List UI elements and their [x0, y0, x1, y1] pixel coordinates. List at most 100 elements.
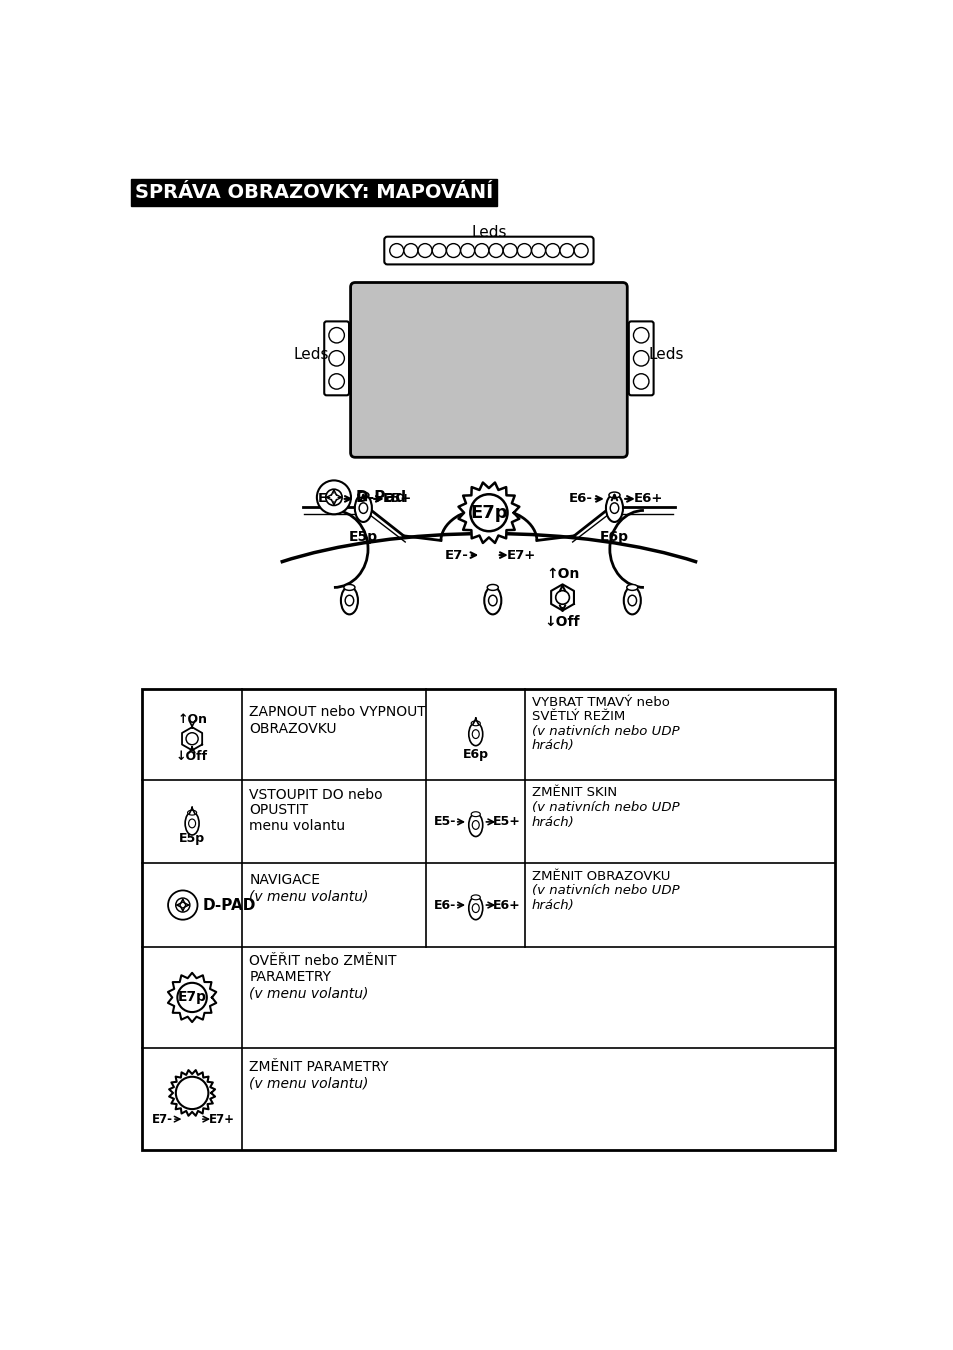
Ellipse shape: [189, 819, 195, 828]
Circle shape: [175, 898, 190, 913]
Text: (v nativních nebo UDP: (v nativních nebo UDP: [531, 801, 679, 814]
Circle shape: [417, 243, 432, 258]
Ellipse shape: [357, 491, 369, 498]
Text: NAVIGACE: NAVIGACE: [249, 872, 320, 887]
Circle shape: [460, 243, 475, 258]
Circle shape: [403, 243, 417, 258]
Text: E5-: E5-: [433, 815, 456, 829]
Text: Leds: Leds: [294, 347, 329, 362]
Text: VSTOUPIT DO nebo: VSTOUPIT DO nebo: [249, 788, 383, 802]
Ellipse shape: [345, 595, 354, 606]
Circle shape: [316, 481, 351, 514]
Text: ZMĚNIT SKIN: ZMĚNIT SKIN: [531, 787, 616, 799]
Text: ↑On: ↑On: [545, 567, 578, 582]
Ellipse shape: [355, 494, 372, 522]
Text: E5-: E5-: [317, 493, 341, 505]
Ellipse shape: [343, 585, 355, 590]
Text: OPUSTIT: OPUSTIT: [249, 803, 308, 817]
Ellipse shape: [185, 811, 199, 836]
Text: Leds: Leds: [471, 224, 506, 239]
Ellipse shape: [627, 595, 636, 606]
Text: SPRÁVA OBRAZOVKY: MAPOVÁNÍ: SPRÁVA OBRAZOVKY: MAPOVÁNÍ: [134, 184, 493, 202]
Ellipse shape: [608, 491, 619, 498]
Text: ↓Off: ↓Off: [544, 616, 579, 629]
Circle shape: [446, 243, 460, 258]
Ellipse shape: [623, 587, 640, 614]
Circle shape: [531, 243, 545, 258]
Text: (v nativních nebo UDP: (v nativních nebo UDP: [531, 884, 679, 898]
Text: E5p: E5p: [349, 531, 377, 544]
Circle shape: [559, 243, 574, 258]
Circle shape: [489, 243, 502, 258]
Text: VYBRAT TMAVÝ nebo: VYBRAT TMAVÝ nebo: [531, 695, 669, 709]
Circle shape: [329, 374, 344, 389]
Text: (v menu volantu): (v menu volantu): [249, 1077, 369, 1091]
Ellipse shape: [471, 721, 479, 726]
Text: E5p: E5p: [179, 833, 205, 845]
Text: OVĚŘIT nebo ZMĚNIT: OVĚŘIT nebo ZMĚNIT: [249, 954, 396, 968]
Polygon shape: [168, 973, 216, 1022]
Text: E6-: E6-: [568, 493, 592, 505]
Ellipse shape: [626, 585, 638, 590]
Polygon shape: [458, 482, 518, 543]
Text: E7-: E7-: [444, 548, 468, 562]
Circle shape: [633, 328, 648, 343]
Text: E7p: E7p: [470, 504, 507, 521]
Ellipse shape: [471, 895, 479, 900]
Bar: [142, 690, 835, 1150]
Circle shape: [168, 891, 197, 919]
Ellipse shape: [468, 896, 482, 919]
Ellipse shape: [471, 811, 479, 817]
Ellipse shape: [488, 595, 497, 606]
Ellipse shape: [468, 722, 482, 745]
Circle shape: [470, 494, 507, 531]
Circle shape: [329, 351, 344, 366]
Text: E6+: E6+: [493, 899, 520, 911]
Text: hrách): hrách): [531, 740, 574, 752]
Circle shape: [545, 243, 559, 258]
Text: (v menu volantu): (v menu volantu): [249, 890, 369, 903]
Text: Leds: Leds: [648, 347, 683, 362]
Text: E6p: E6p: [462, 748, 488, 760]
Circle shape: [177, 983, 207, 1012]
Text: E7-: E7-: [152, 1112, 172, 1126]
Text: ↓Off: ↓Off: [176, 751, 208, 763]
Text: (v menu volantu): (v menu volantu): [249, 987, 369, 1000]
Text: E5+: E5+: [493, 815, 520, 829]
Ellipse shape: [472, 730, 478, 738]
Ellipse shape: [472, 903, 478, 913]
FancyBboxPatch shape: [628, 321, 653, 396]
Circle shape: [574, 243, 587, 258]
Text: ZAPNOUT nebo VYPNOUT: ZAPNOUT nebo VYPNOUT: [249, 705, 426, 718]
Text: E7p: E7p: [177, 991, 207, 1004]
Text: D-Pad: D-Pad: [355, 490, 406, 505]
Text: E7+: E7+: [506, 548, 536, 562]
Text: D-PAD: D-PAD: [202, 898, 255, 913]
Polygon shape: [551, 585, 574, 610]
Polygon shape: [169, 1071, 214, 1115]
Circle shape: [475, 243, 488, 258]
Ellipse shape: [487, 585, 497, 590]
Polygon shape: [182, 728, 202, 751]
Circle shape: [633, 374, 648, 389]
Text: ZMĚNIT PARAMETRY: ZMĚNIT PARAMETRY: [249, 1060, 389, 1073]
Ellipse shape: [188, 810, 196, 815]
Circle shape: [175, 1077, 208, 1110]
Circle shape: [517, 243, 531, 258]
Circle shape: [186, 733, 198, 745]
Text: ↑On: ↑On: [177, 713, 207, 726]
Ellipse shape: [484, 587, 500, 614]
FancyBboxPatch shape: [384, 236, 593, 265]
Text: menu volantu: menu volantu: [249, 819, 345, 833]
Ellipse shape: [340, 587, 357, 614]
Ellipse shape: [468, 814, 482, 837]
Ellipse shape: [358, 502, 367, 513]
Text: E6+: E6+: [633, 493, 662, 505]
Text: E6-: E6-: [434, 899, 456, 911]
Text: (v nativních nebo UDP: (v nativních nebo UDP: [531, 725, 679, 738]
Text: hrách): hrách): [531, 815, 574, 829]
Ellipse shape: [605, 494, 622, 522]
Text: hrách): hrách): [531, 899, 574, 911]
Circle shape: [390, 243, 403, 258]
Circle shape: [633, 351, 648, 366]
